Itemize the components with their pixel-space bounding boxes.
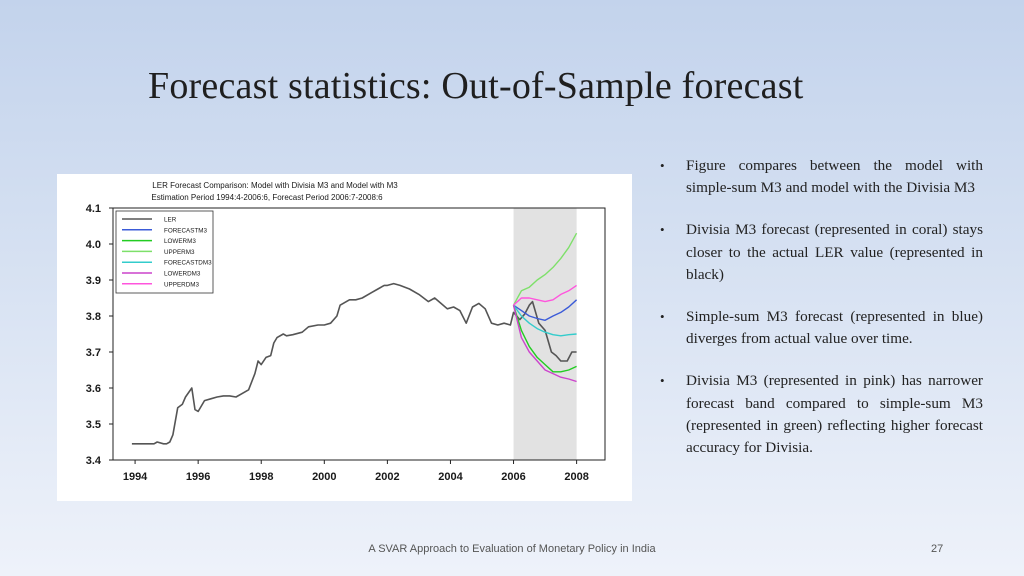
- series-line-forecastdm3: [512, 304, 577, 337]
- legend-label: LOWERM3: [164, 238, 196, 245]
- series-line-upperm3: [512, 232, 578, 306]
- x-tick-label: 2006: [501, 471, 525, 483]
- bullet-item: • Divisia M3 (represented in pink) has n…: [660, 370, 983, 459]
- y-tick-label: 3.4: [86, 455, 102, 467]
- legend-label: FORECASTM3: [164, 227, 208, 234]
- chart-subtitle: Estimation Period 1994:4-2006:6, Forecas…: [151, 193, 383, 202]
- y-tick-label: 3.7: [86, 347, 101, 359]
- series-line-forecastm3: [513, 299, 578, 322]
- bullet-list: • Figure compares between the model with…: [660, 155, 983, 479]
- page-number: 27: [931, 543, 944, 555]
- bullet-dot-icon: •: [660, 309, 665, 325]
- bullet-item: • Simple-sum M3 forecast (represented in…: [660, 306, 983, 350]
- bullet-item: • Figure compares between the model with…: [660, 155, 983, 199]
- chart-title: LER Forecast Comparison: Model with Divi…: [152, 181, 398, 190]
- series-line-upperdm3: [513, 284, 577, 306]
- bullet-text: Divisia M3 (represented in pink) has nar…: [686, 372, 983, 457]
- plot-frame: [112, 207, 606, 461]
- slide-title: Forecast statistics: Out-of-Sample forec…: [148, 65, 804, 107]
- x-tick-label: 2004: [438, 471, 463, 483]
- x-tick-label: 1998: [249, 471, 273, 483]
- bullet-text: Divisia M3 forecast (represented in cora…: [686, 221, 983, 283]
- y-tick-label: 3.6: [86, 383, 101, 395]
- x-tick-label: 2000: [312, 471, 336, 483]
- y-tick-label: 3.8: [86, 311, 101, 323]
- series-line-lowerdm3: [512, 305, 577, 383]
- bullet-dot-icon: •: [660, 158, 665, 173]
- bullet-dot-icon: •: [660, 222, 665, 238]
- x-tick-label: 1994: [123, 471, 148, 483]
- slide-footer: A SVAR Approach to Evaluation of Monetar…: [368, 543, 656, 555]
- series-line-lowerm3: [512, 304, 577, 373]
- chart-panel: LER Forecast Comparison: Model with Divi…: [57, 174, 632, 501]
- ler-forecast-chart: LER Forecast Comparison: Model with Divi…: [86, 181, 606, 483]
- y-tick-label: 4.1: [86, 203, 101, 215]
- bullet-item: • Divisia M3 forecast (represented in co…: [660, 219, 983, 286]
- series-line-ler: [131, 282, 577, 445]
- x-tick-label: 2008: [564, 471, 588, 483]
- y-tick-label: 4.0: [86, 239, 101, 251]
- x-tick-label: 2002: [375, 471, 399, 483]
- legend-label: UPPERDM3: [164, 281, 199, 288]
- bullet-text: Figure compares between the model with s…: [686, 157, 983, 197]
- y-tick-label: 3.5: [86, 419, 101, 431]
- bullet-dot-icon: •: [660, 373, 665, 389]
- legend-label: LOWERDM3: [164, 271, 201, 278]
- x-tick-label: 1996: [186, 471, 210, 483]
- legend-label: UPPERM3: [164, 249, 195, 256]
- bullet-text: Simple-sum M3 forecast (represented in b…: [686, 308, 983, 348]
- legend-label: FORECASTDM3: [164, 260, 212, 267]
- y-tick-label: 3.9: [86, 275, 101, 287]
- legend-label: LER: [164, 217, 177, 224]
